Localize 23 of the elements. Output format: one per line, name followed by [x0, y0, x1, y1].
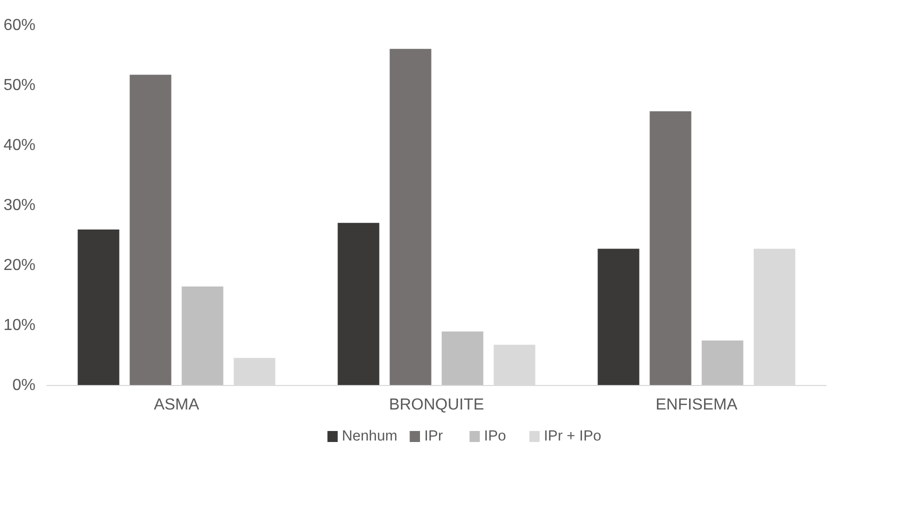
- y-tick-label: 40%: [3, 137, 36, 154]
- legend-label: IPr: [424, 428, 444, 444]
- x-tick-label: ENFISEMA: [656, 396, 738, 414]
- y-tick-label: 20%: [3, 257, 36, 274]
- legend-label: Nenhum: [342, 428, 398, 444]
- legend-label: IPo: [484, 428, 506, 444]
- bar: [650, 111, 692, 386]
- legend-label: IPr + IPo: [544, 428, 602, 444]
- y-tick-label: 60%: [3, 17, 36, 34]
- bar: [78, 230, 120, 386]
- y-tick-label: 30%: [3, 197, 36, 214]
- y-tick-label: 0%: [12, 377, 36, 394]
- bar: [338, 222, 380, 386]
- bar: [442, 332, 484, 386]
- bar: [390, 48, 432, 386]
- bar: [598, 248, 640, 386]
- x-tick-label: BRONQUITE: [388, 396, 484, 414]
- y-tick-label: 50%: [3, 77, 36, 94]
- bar: [182, 286, 224, 386]
- bar: [702, 340, 744, 386]
- x-tick-label: ASMA: [154, 396, 200, 414]
- bar: [130, 74, 172, 386]
- y-tick-label: 10%: [3, 317, 36, 334]
